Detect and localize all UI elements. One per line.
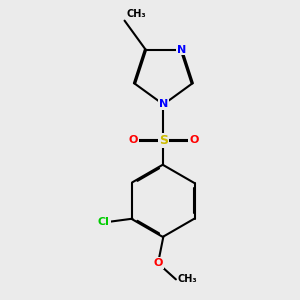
Text: O: O	[189, 135, 198, 145]
Text: O: O	[153, 258, 163, 268]
Text: N: N	[177, 44, 186, 55]
Text: N: N	[159, 99, 168, 110]
Text: CH₃: CH₃	[178, 274, 197, 284]
Text: O: O	[128, 135, 138, 145]
Text: S: S	[159, 134, 168, 147]
Text: Cl: Cl	[98, 217, 110, 227]
Text: CH₃: CH₃	[126, 9, 146, 19]
